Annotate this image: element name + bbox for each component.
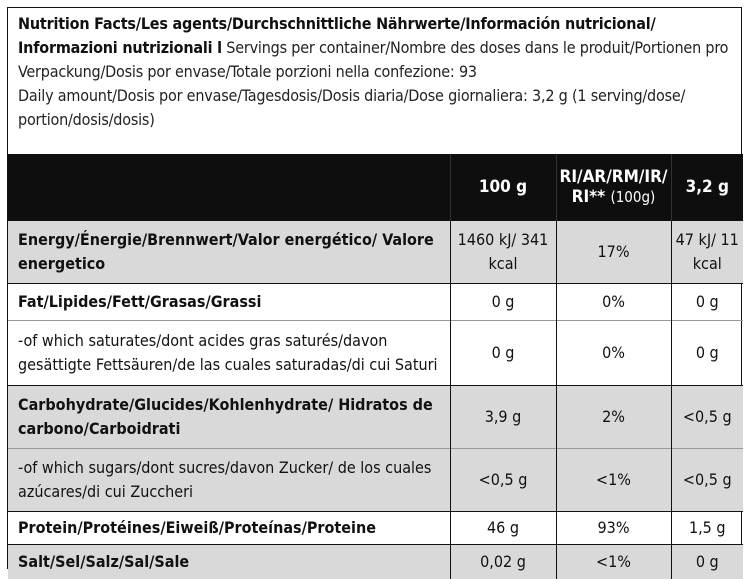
- header-ri-main: RI/AR/RM/IR/: [560, 167, 668, 187]
- table-row: -of which sugars/dont sucres/davon Zucke…: [8, 449, 743, 512]
- row-label-carbohydrate: Carbohydrate/Glucides/Kohlenhydrate/ Hid…: [8, 386, 450, 449]
- cell-ri: <1%: [556, 449, 671, 512]
- nutrition-facts-panel: Nutrition Facts/Les agents/Durchschnittl…: [7, 7, 742, 569]
- header-serving: 3,2 g: [671, 154, 743, 221]
- header-per100: 100 g: [450, 154, 556, 221]
- cell-ri: 93%: [556, 512, 671, 545]
- row-label-salt: Salt/Sel/Salz/Sal/Sale: [8, 545, 450, 579]
- cell-ri: <1%: [556, 545, 671, 579]
- cell-per100: <0,5 g: [450, 449, 556, 512]
- cell-serving: <0,5 g: [671, 449, 743, 512]
- cell-per100: 3,9 g: [450, 386, 556, 449]
- table-row: Protein/Protéines/Eiweiß/Proteínas/Prote…: [8, 512, 743, 545]
- header-ri: RI/AR/RM/IR/ RI** (100g): [556, 154, 671, 221]
- table-row: -of which saturates/dont acides gras sat…: [8, 321, 743, 386]
- cell-ri: 2%: [556, 386, 671, 449]
- cell-per100: 46 g: [450, 512, 556, 545]
- table-row: Fat/Lipides/Fett/Grasas/Grassi 0 g 0% 0 …: [8, 284, 743, 321]
- cell-serving: 47 kJ/ 11 kcal: [671, 221, 743, 284]
- cell-serving: 0 g: [671, 545, 743, 579]
- cell-serving: 0 g: [671, 284, 743, 321]
- row-label-energy: Energy/Énergie/Brennwert/Valor energétic…: [8, 221, 450, 284]
- row-label-fat: Fat/Lipides/Fett/Grasas/Grassi: [8, 284, 450, 321]
- cell-serving: 1,5 g: [671, 512, 743, 545]
- cell-ri: 0%: [556, 321, 671, 386]
- cell-serving: 0 g: [671, 321, 743, 386]
- table-row: Carbohydrate/Glucides/Kohlenhydrate/ Hid…: [8, 386, 743, 449]
- cell-per100: 0,02 g: [450, 545, 556, 579]
- row-label-sugars: -of which sugars/dont sucres/davon Zucke…: [8, 449, 450, 512]
- cell-per100: 0 g: [450, 284, 556, 321]
- table-row: Salt/Sel/Salz/Sal/Sale 0,02 g <1% 0 g: [8, 545, 743, 579]
- cell-per100: 1460 kJ/ 341 kcal: [450, 221, 556, 284]
- header-ri-small: (100g): [610, 188, 655, 206]
- header-ri-second: RI**: [572, 187, 611, 207]
- row-label-protein: Protein/Protéines/Eiweiß/Proteínas/Prote…: [8, 512, 450, 545]
- cell-ri: 0%: [556, 284, 671, 321]
- daily-amount-text: Daily amount/Dosis por envase/Tagesdosis…: [18, 86, 685, 129]
- header-label-cell: [8, 154, 450, 221]
- cell-per100: 0 g: [450, 321, 556, 386]
- cell-ri: 17%: [556, 221, 671, 284]
- table-row: Energy/Énergie/Brennwert/Valor energétic…: [8, 221, 743, 284]
- intro-block: Nutrition Facts/Les agents/Durchschnittl…: [8, 8, 741, 132]
- row-label-saturates: -of which saturates/dont acides gras sat…: [8, 321, 450, 386]
- cell-serving: <0,5 g: [671, 386, 743, 449]
- table-header-row: 100 g RI/AR/RM/IR/ RI** (100g) 3,2 g: [8, 154, 743, 221]
- nutrition-table: 100 g RI/AR/RM/IR/ RI** (100g) 3,2 g Ene…: [8, 154, 743, 579]
